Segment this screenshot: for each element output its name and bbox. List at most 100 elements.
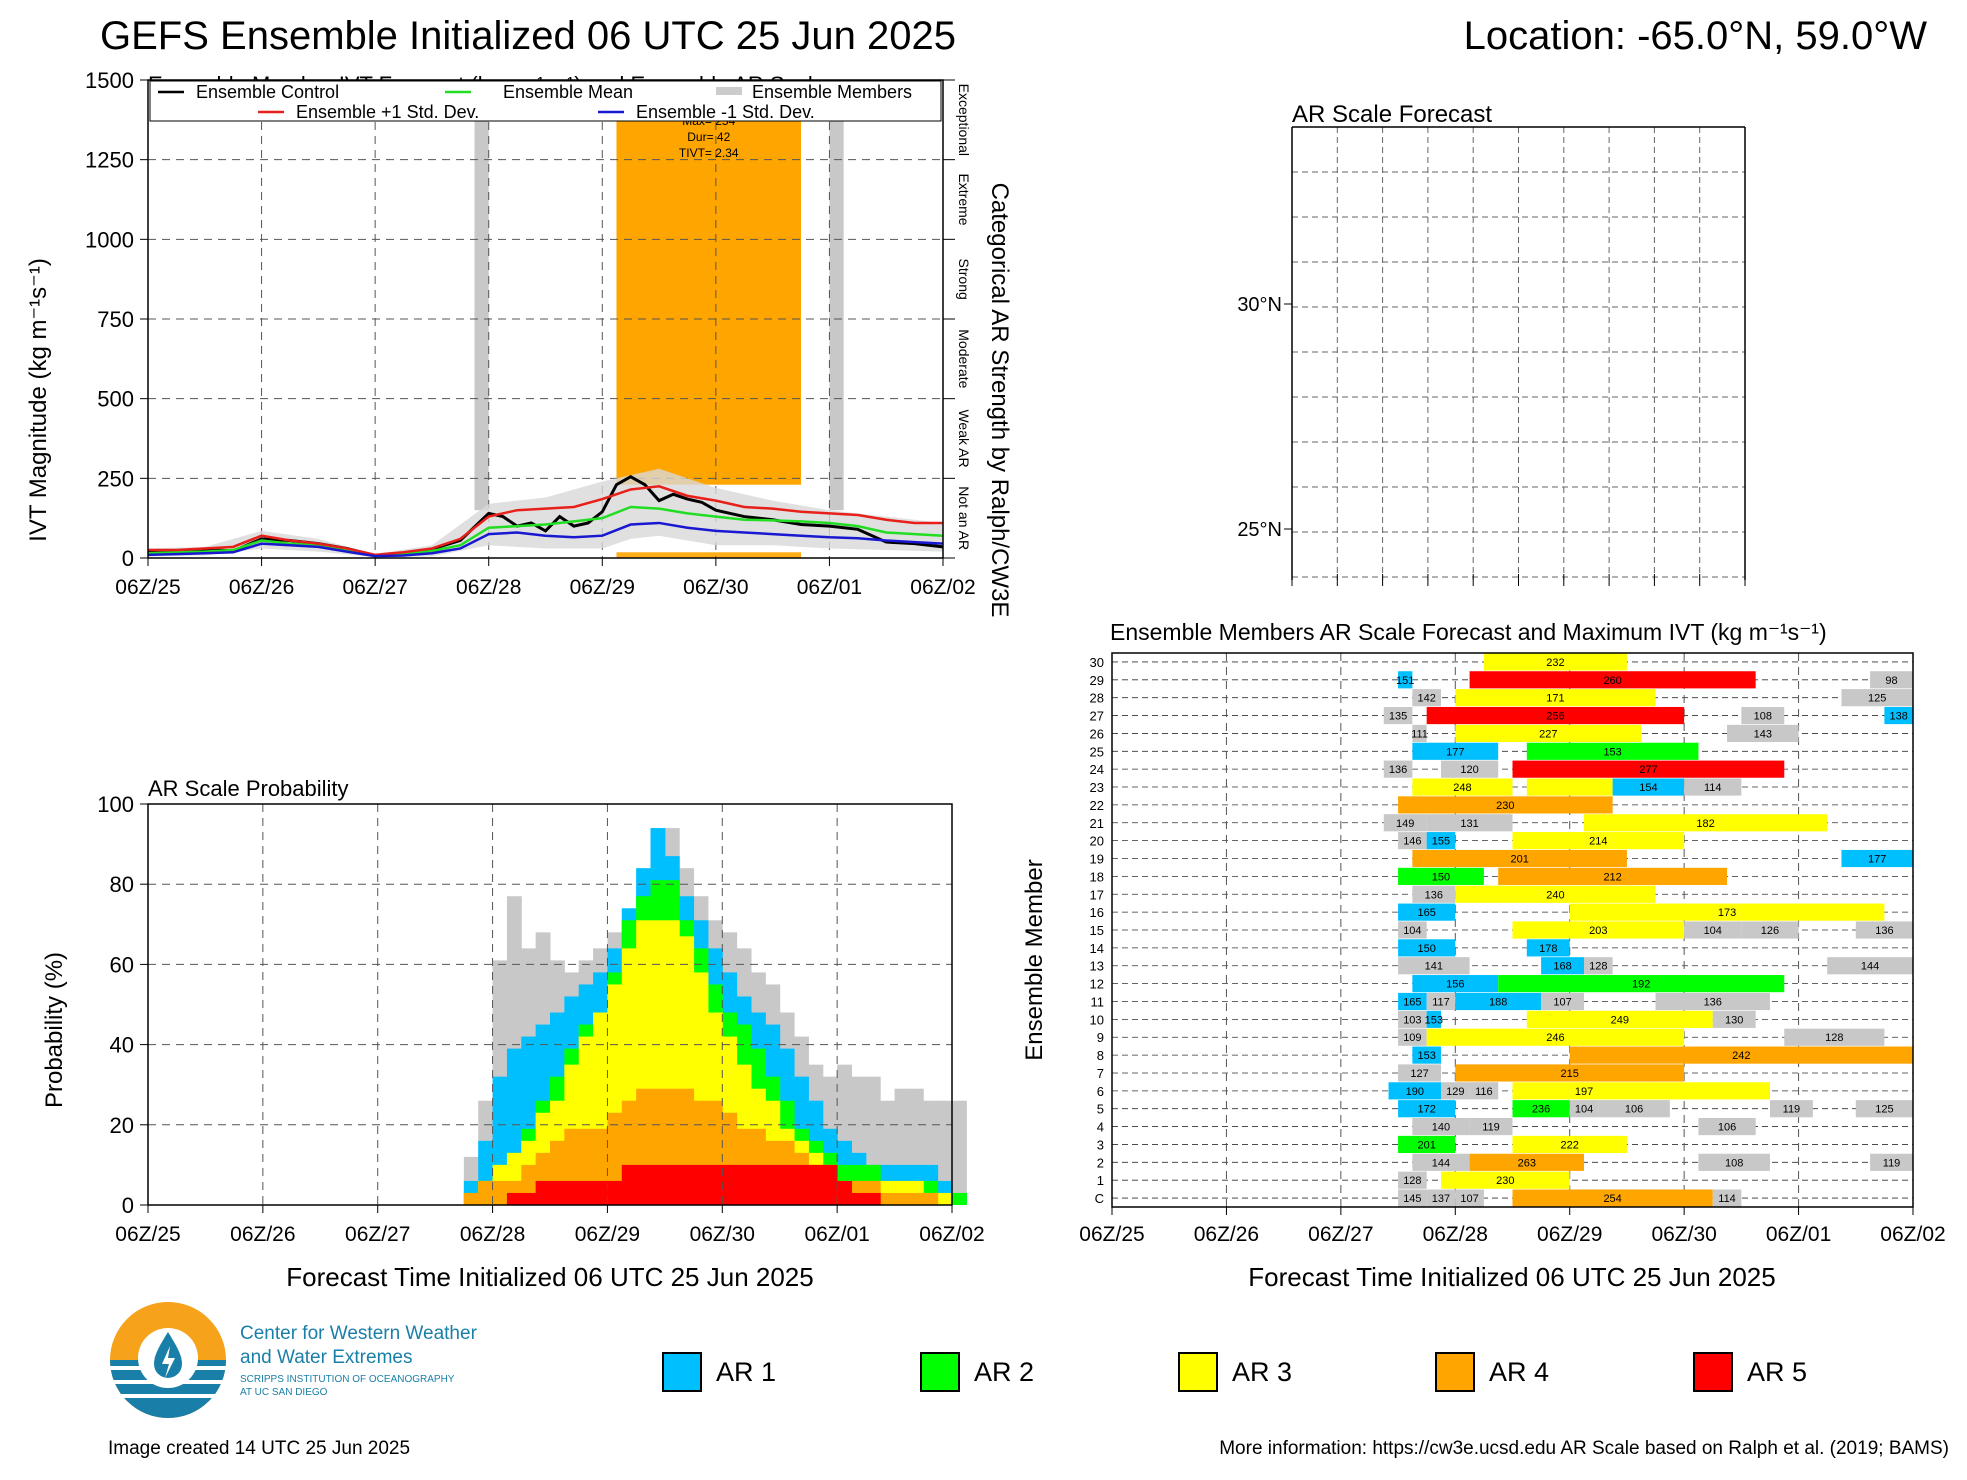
member-bar-28-0 — [1412, 689, 1441, 707]
member-value-7-1: 215 — [1561, 1068, 1579, 1080]
member-label-14: 14 — [1090, 941, 1104, 956]
member-label-18: 18 — [1090, 869, 1104, 884]
member-bar-2-0 — [1412, 1153, 1470, 1171]
prob-bar-ar5-13 — [636, 1164, 651, 1205]
member-label-17: 17 — [1090, 887, 1104, 902]
member-value-13-2: 128 — [1589, 961, 1607, 973]
member-value-2-2: 108 — [1725, 1157, 1743, 1169]
member-value-21-1: 131 — [1460, 818, 1478, 830]
member-bar-12-0 — [1412, 975, 1499, 993]
member-bar-23-1 — [1526, 778, 1613, 796]
ar-shading-bottom-0 — [616, 552, 802, 558]
ivt-ytick-label-0: 0 — [122, 546, 134, 571]
member-bar-11-1 — [1426, 992, 1456, 1011]
ar-category-label-0: Exceptional — [956, 84, 972, 156]
member-bar-C-3 — [1512, 1189, 1713, 1207]
prob-bar-ar5-7 — [550, 1180, 565, 1205]
member-value-9-2: 128 — [1825, 1032, 1843, 1044]
member-label-27: 27 — [1090, 709, 1104, 724]
member-value-11-0: 165 — [1403, 996, 1421, 1008]
member-value-C-3: 254 — [1603, 1193, 1621, 1205]
member-bar-4-1 — [1469, 1118, 1513, 1136]
member-label-21: 21 — [1090, 816, 1104, 831]
legend-label-plus: Ensemble +1 Std. Dev. — [296, 102, 479, 122]
prob-bar-ar5-29 — [865, 1192, 881, 1205]
prob-bar-ar4-32 — [908, 1192, 924, 1205]
member-value-30-0: 232 — [1546, 657, 1564, 669]
member-bar-5-3 — [1598, 1100, 1670, 1118]
member-bar-5-4 — [1769, 1100, 1813, 1118]
legend-swatch-ar2 — [920, 1352, 960, 1392]
member-bar-19-0 — [1412, 849, 1627, 868]
logo-line-3: SCRIPPS INSTITUTION OF OCEANOGRAPHY — [240, 1374, 455, 1385]
prob-bar-ar5-8 — [564, 1180, 580, 1205]
member-label-12: 12 — [1090, 977, 1104, 992]
member-bar-11-2 — [1455, 992, 1542, 1011]
member-label-6: 6 — [1097, 1084, 1104, 1099]
member-bar-25-0 — [1412, 742, 1499, 760]
member-value-17-1: 240 — [1546, 889, 1564, 901]
prob-xtick-label-3: 06Z/28 — [460, 1223, 525, 1246]
prob-bar-ar5-22 — [765, 1164, 781, 1205]
prob-bar-ar5-9 — [578, 1180, 594, 1205]
ivt-ytick-label-3: 750 — [97, 307, 134, 332]
prob-bar-ar5-20 — [736, 1164, 752, 1205]
member-bar-2-2 — [1698, 1153, 1770, 1171]
member-label-24: 24 — [1090, 762, 1104, 777]
legend-label-control: Ensemble Control — [196, 82, 339, 102]
member-value-20-1: 155 — [1432, 836, 1450, 848]
legend-swatch-ar3 — [1178, 1352, 1218, 1392]
member-bar-7-0 — [1398, 1064, 1441, 1082]
member-value-25-0: 177 — [1446, 746, 1464, 758]
member-value-8-0: 153 — [1417, 1050, 1435, 1062]
member-label-13: 13 — [1090, 959, 1104, 974]
member-value-6-0: 190 — [1406, 1086, 1424, 1098]
member-value-6-2: 116 — [1475, 1086, 1493, 1098]
ar-category-label-2: Strong — [956, 259, 972, 300]
member-value-18-1: 212 — [1603, 871, 1621, 883]
member-bar-14-0 — [1398, 939, 1456, 957]
legend-ar4: AR 4 — [1435, 1352, 1549, 1392]
logo-line-1: Center for Western Weather — [240, 1323, 477, 1344]
member-bar-C-1 — [1426, 1189, 1456, 1207]
mem-xtick-label-0: 06Z/25 — [1079, 1223, 1144, 1246]
member-bar-11-3 — [1541, 992, 1585, 1011]
member-value-5-1: 236 — [1532, 1104, 1550, 1116]
member-label-26: 26 — [1090, 726, 1104, 741]
mem-xtick-label-7: 06Z/02 — [1880, 1223, 1945, 1246]
map-title: AR Scale Forecast — [1292, 101, 1492, 128]
prob-ytick-label-3: 60 — [110, 952, 134, 977]
ivt-ytick-label-1: 250 — [97, 466, 134, 491]
prob-bar-ar4-1 — [463, 1192, 479, 1205]
member-bar-10-2 — [1526, 1010, 1713, 1028]
ar-category-label-1: Extreme — [956, 173, 972, 225]
ar-category-label-4: Weak AR — [956, 409, 972, 467]
member-bar-17-0 — [1412, 885, 1456, 903]
member-value-29-1: 260 — [1603, 675, 1621, 687]
member-value-3-1: 222 — [1561, 1139, 1579, 1151]
prob-bar-ar4-3 — [492, 1180, 508, 1205]
legend-ar1: AR 1 — [662, 1352, 776, 1392]
member-bar-1-0 — [1398, 1171, 1427, 1189]
member-bar-21-0 — [1383, 814, 1427, 832]
member-label-20: 20 — [1090, 834, 1104, 849]
ivt-xtick-label-5: 06Z/30 — [683, 576, 748, 599]
member-bar-16-1 — [1569, 903, 1885, 921]
member-value-5-3: 106 — [1625, 1104, 1643, 1116]
member-value-24-1: 120 — [1460, 764, 1478, 776]
member-label-23: 23 — [1090, 780, 1104, 795]
member-bar-6-3 — [1512, 1082, 1656, 1100]
prob-bar-ar5-26 — [822, 1164, 838, 1205]
member-value-14-1: 178 — [1539, 943, 1557, 955]
member-bar-11-4 — [1655, 992, 1770, 1011]
members-chart-title: Ensemble Members AR Scale Forecast and M… — [1110, 619, 1827, 645]
member-bar-16-0 — [1398, 903, 1456, 921]
member-bar-3-0 — [1398, 1135, 1456, 1154]
prob-chart-title: AR Scale Probability — [148, 776, 349, 801]
ivt-xtick-label-6: 06Z/01 — [797, 576, 862, 599]
member-bar-6-4 — [1655, 1082, 1770, 1100]
legend-label-ar4: AR 4 — [1489, 1356, 1550, 1387]
member-label-4: 4 — [1097, 1120, 1104, 1135]
